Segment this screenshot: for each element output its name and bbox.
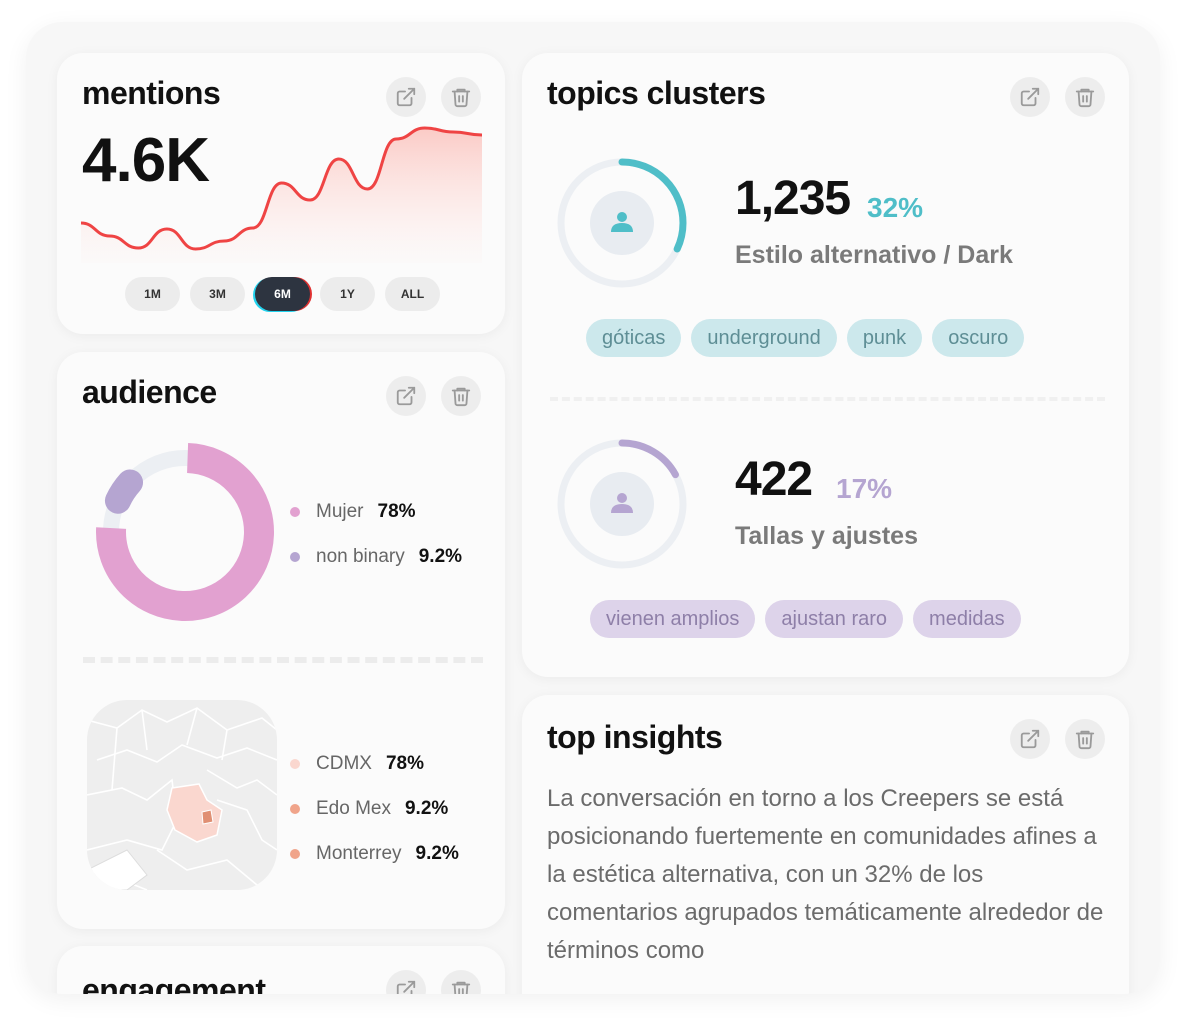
ring-progress xyxy=(557,439,687,569)
external-link-icon xyxy=(396,386,416,406)
open-audience-button[interactable] xyxy=(386,376,426,416)
trash-icon xyxy=(1075,730,1095,750)
tag-medidas[interactable]: medidas xyxy=(913,600,1021,638)
tag-oscuro[interactable]: oscuro xyxy=(932,319,1025,357)
legend-label: Monterrey xyxy=(316,842,402,864)
topics-title: topics clusters xyxy=(547,75,766,111)
cluster-ring-2 xyxy=(557,439,687,569)
range-3m[interactable]: 3M xyxy=(190,277,245,311)
donut-segment-non-binary xyxy=(98,445,272,619)
engagement-title: engagement xyxy=(82,972,266,994)
range-1m[interactable]: 1M xyxy=(125,277,180,311)
gender-donut xyxy=(95,443,274,621)
mentions-value: 4.6K xyxy=(82,126,210,195)
insights-title: top insights xyxy=(547,719,723,755)
legend-value: 9.2% xyxy=(404,797,449,819)
mexico-map-graphic xyxy=(87,707,277,890)
legend-item: Monterrey 9.2% xyxy=(290,831,459,876)
external-link-icon xyxy=(1020,87,1040,107)
range-1y[interactable]: 1Y xyxy=(320,277,375,311)
audience-title: audience xyxy=(82,374,217,410)
section-divider xyxy=(83,657,483,663)
ring-progress xyxy=(557,158,687,288)
delete-audience-button[interactable] xyxy=(441,376,481,416)
donut-segment-mujer xyxy=(95,443,274,621)
cluster-tags-1: góticas underground punk oscuro xyxy=(586,319,1025,357)
legend-item: CDMX 78% xyxy=(290,741,459,786)
external-link-icon xyxy=(396,980,416,994)
delete-topics-button[interactable] xyxy=(1065,77,1105,117)
delete-mentions-button[interactable] xyxy=(441,77,481,117)
mentions-area xyxy=(81,128,482,263)
external-link-icon xyxy=(396,87,416,107)
range-selector: 1M 3M 6M 1Y ALL xyxy=(125,277,440,311)
mentions-card: mentions 4.6K 1M 3M 6M 1Y ALL xyxy=(57,53,505,334)
tag-vienen-amplios[interactable]: vienen amplios xyxy=(590,600,756,638)
legend-label: Mujer xyxy=(316,500,364,522)
region-edomex-area xyxy=(201,809,214,825)
legend-value: 9.2% xyxy=(415,842,459,864)
trash-icon xyxy=(451,88,471,108)
cluster-name-2: Tallas y ajustes xyxy=(735,522,918,550)
user-icon xyxy=(611,212,633,232)
region-legend: CDMX 78% Edo Mex 9.2% Monterrey 9.2% xyxy=(290,741,459,876)
topics-card: topics clusters 1,235 32% Estilo alterna… xyxy=(522,53,1129,677)
legend-dot xyxy=(290,803,300,814)
delete-engagement-button[interactable] xyxy=(441,970,481,994)
cluster-pct-2: 17% xyxy=(836,473,893,504)
region-cdmx-area xyxy=(166,783,223,843)
tag-punk[interactable]: punk xyxy=(846,319,923,357)
range-6m[interactable]: 6M xyxy=(255,277,310,311)
trash-icon xyxy=(1075,88,1095,108)
region-map xyxy=(87,700,277,890)
legend-value: 78% xyxy=(385,752,424,774)
tag-goticas[interactable]: góticas xyxy=(586,319,682,357)
legend-item: non binary 9.2% xyxy=(290,534,462,579)
legend-item: Mujer 78% xyxy=(290,489,462,534)
external-link-icon xyxy=(1020,729,1040,749)
cluster-count-1: 1,235 xyxy=(735,172,851,225)
dashboard-board: mentions 4.6K 1M 3M 6M 1Y ALL xyxy=(26,22,1160,994)
trash-icon xyxy=(451,387,471,407)
legend-dot xyxy=(290,506,300,517)
mentions-line xyxy=(81,126,482,251)
tag-ajustan-raro[interactable]: ajustan raro xyxy=(765,600,904,638)
open-engagement-button[interactable] xyxy=(386,970,426,994)
audience-card: audience Mujer 78% non binary 9.2% xyxy=(57,352,505,929)
cluster-name-1: Estilo alternativo / Dark xyxy=(735,241,1013,269)
tag-underground[interactable]: underground xyxy=(691,319,837,357)
range-all[interactable]: ALL xyxy=(385,277,440,311)
cluster-count-2: 422 xyxy=(735,453,813,506)
legend-dot xyxy=(290,758,300,769)
legend-label: non binary xyxy=(316,545,405,567)
trash-icon xyxy=(451,981,471,994)
delete-insights-button[interactable] xyxy=(1065,719,1105,759)
legend-label: Edo Mex xyxy=(316,797,391,819)
open-topics-button[interactable] xyxy=(1010,77,1050,117)
gender-legend: Mujer 78% non binary 9.2% xyxy=(290,489,462,579)
open-insights-button[interactable] xyxy=(1010,719,1050,759)
insights-card: top insights La conversación en torno a … xyxy=(522,695,1129,994)
section-divider xyxy=(550,397,1105,401)
legend-value: 78% xyxy=(377,500,416,522)
cluster-tags-2: vienen amplios ajustan raro medidas xyxy=(590,600,1021,638)
insight-text: La conversación en torno a los Creepers … xyxy=(547,785,1104,964)
legend-label: CDMX xyxy=(316,752,372,774)
legend-dot xyxy=(290,551,300,562)
cluster-pct-1: 32% xyxy=(867,192,924,223)
legend-item: Edo Mex 9.2% xyxy=(290,786,459,831)
cluster-ring-1 xyxy=(557,158,687,288)
engagement-card: engagement xyxy=(57,946,505,994)
user-icon xyxy=(611,493,633,513)
open-mentions-button[interactable] xyxy=(386,77,426,117)
legend-dot xyxy=(290,848,300,859)
mentions-title: mentions xyxy=(82,75,221,111)
mentions-trend-chart xyxy=(81,126,482,263)
legend-value: 9.2% xyxy=(418,545,463,567)
